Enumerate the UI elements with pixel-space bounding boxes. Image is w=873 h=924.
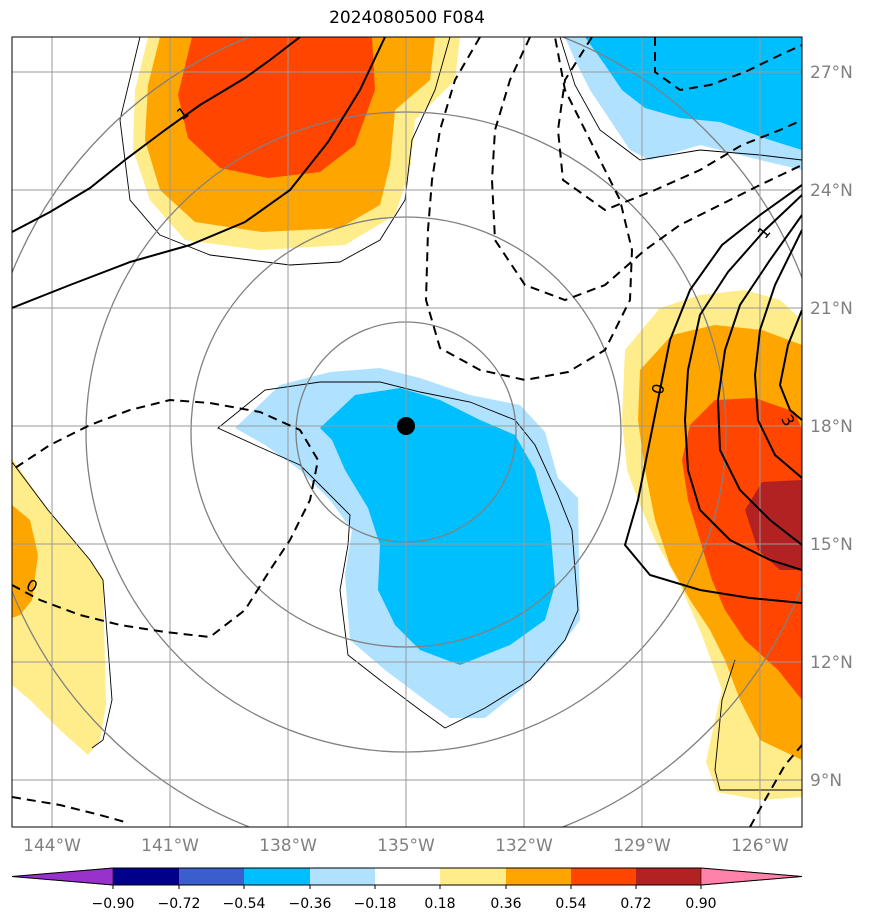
colorbar-tick-labels: −0.90 −0.72 −0.54 −0.36 −0.18 0.18 0.36 0.54 0.7… <box>92 885 717 912</box>
positive-anomaly-east-core <box>745 480 802 570</box>
colorbar-tick-label: −0.90 <box>92 896 135 912</box>
colorbar-tick-label: −0.36 <box>289 896 332 912</box>
latitude-label: 9°N <box>810 771 842 791</box>
colorbar-segment <box>375 868 440 885</box>
latitude-label: 24°N <box>810 181 853 201</box>
colorbar-tick-label: −0.18 <box>354 896 397 912</box>
positive-anomaly-east-high <box>682 398 802 700</box>
colorbar-segment <box>113 868 179 885</box>
colorbar-extend-low <box>11 867 114 886</box>
dashed-contours <box>12 37 802 827</box>
negative-anomaly-center-core <box>320 388 555 665</box>
map-title: 2024080500 F084 <box>329 8 485 28</box>
latitude-labels: 27°N 24°N 21°N 18°N 15°N 12°N 9°N <box>810 63 853 791</box>
longitude-label: 129°W <box>613 836 671 856</box>
positive-anomaly-west-core <box>12 505 38 618</box>
contour-label: 0 <box>648 382 669 397</box>
map-plot-area: 1 1 0 0 3 <box>12 37 802 827</box>
colorbar-tick-label: 0.54 <box>555 896 586 912</box>
colorbar-tick-label: −0.54 <box>223 896 266 912</box>
colorbar-tick-label: 0.36 <box>490 896 521 912</box>
latitude-label: 21°N <box>810 299 853 319</box>
longitude-labels: 144°W 141°W 138°W 135°W 132°W 129°W 126°W <box>23 836 789 856</box>
colorbar-segment <box>179 868 244 885</box>
colorbar-segment <box>571 868 636 885</box>
longitude-label: 138°W <box>259 836 317 856</box>
longitude-label: 141°W <box>141 836 199 856</box>
colorbar-segment <box>506 868 571 885</box>
latitude-label: 18°N <box>810 417 853 437</box>
colorbar-tick-label: 0.90 <box>685 896 716 912</box>
colorbar-tick-label: −0.72 <box>158 896 201 912</box>
thin-outline-contours <box>12 37 802 791</box>
colorbar-tick-label: 0.18 <box>424 896 455 912</box>
colorbar-segment <box>244 868 310 885</box>
latitude-label: 27°N <box>810 63 853 83</box>
map-frame <box>11 36 803 828</box>
colorbar-segment <box>440 868 506 885</box>
colorbar-tick-label: 0.72 <box>620 896 651 912</box>
storm-center-marker <box>397 417 415 435</box>
latitude-label: 12°N <box>810 653 853 673</box>
longitude-label: 132°W <box>495 836 553 856</box>
colorbar-extend-high <box>700 867 803 886</box>
latitude-label: 15°N <box>810 535 853 555</box>
colorbar-segment <box>636 868 701 885</box>
solid-contours <box>12 37 802 604</box>
shaded-anomaly-fields <box>12 37 802 800</box>
longitude-label: 144°W <box>23 836 81 856</box>
longitude-label: 135°W <box>377 836 435 856</box>
colorbar <box>11 867 803 886</box>
longitude-label: 126°W <box>731 836 789 856</box>
colorbar-segment <box>310 868 375 885</box>
negative-anomaly-ne-core <box>585 37 802 150</box>
